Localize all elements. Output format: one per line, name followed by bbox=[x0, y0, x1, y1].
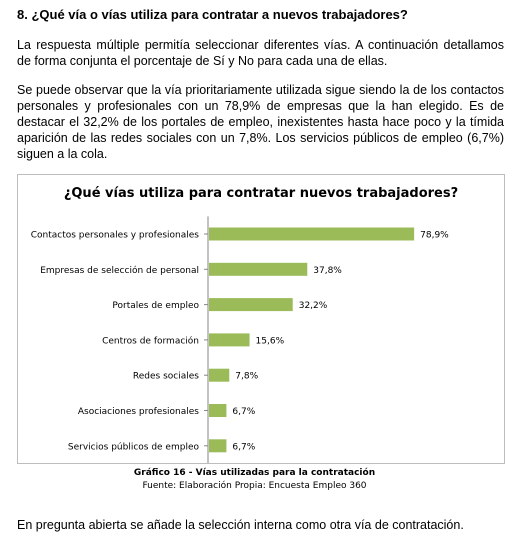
bar bbox=[209, 333, 250, 347]
value-label: 6,7% bbox=[232, 442, 255, 452]
bar bbox=[209, 404, 227, 417]
category-label: Contactos personales y profesionales bbox=[31, 231, 200, 241]
bar-chart: Contactos personales y profesionales 78,9… bbox=[31, 216, 449, 463]
chart-title: ¿Qué vías utiliza para contratar nuevos … bbox=[63, 186, 459, 201]
bar bbox=[209, 368, 230, 382]
figure-caption: Gráfico 16 - Vías utilizadas para la con… bbox=[133, 468, 376, 478]
category-label: Servicios públicos de empleo bbox=[68, 442, 200, 452]
analysis-paragraph: Se puede observar que la vía prioritaria… bbox=[17, 83, 504, 161]
figure-source: Fuente: Elaboración Propia: Encuesta Emp… bbox=[142, 481, 367, 491]
category-label: Asociaciones profesionales bbox=[78, 407, 199, 417]
category-label: Empresas de selección de personal bbox=[40, 265, 199, 276]
value-label: 7,8% bbox=[235, 372, 258, 382]
bar bbox=[209, 439, 227, 453]
section-heading: 8. ¿Qué vía o vías utiliza para contrata… bbox=[17, 7, 408, 22]
value-label: 15,6% bbox=[256, 336, 285, 346]
value-label: 78,9% bbox=[420, 231, 449, 241]
closing-paragraph: En pregunta abierta se añade la selecció… bbox=[17, 518, 464, 532]
bar bbox=[209, 298, 293, 312]
value-label: 6,7% bbox=[232, 407, 255, 417]
intro-paragraph: La respuesta múltiple permitía seleccion… bbox=[17, 38, 504, 68]
category-label: Portales de empleo bbox=[112, 301, 199, 311]
chart-frame: ¿Qué vías utiliza para contratar nuevos … bbox=[17, 174, 505, 464]
category-label: Redes sociales bbox=[133, 372, 199, 382]
bar bbox=[209, 227, 415, 241]
value-label: 32,2% bbox=[299, 301, 328, 311]
category-label: Centros de formación bbox=[102, 335, 199, 346]
value-label: 37,8% bbox=[313, 266, 342, 276]
bar bbox=[209, 262, 308, 276]
